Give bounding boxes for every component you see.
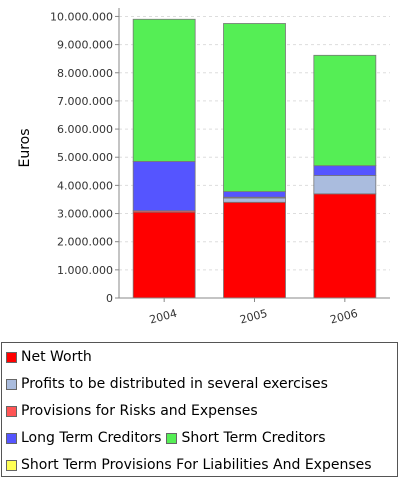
y-tick-label: 8.000.000 — [57, 67, 113, 80]
y-tick-label: 9.000.000 — [57, 39, 113, 52]
legend-label-short-term-provisions: Short Term Provisions For Liabilities An… — [21, 457, 372, 473]
legend-label-long-term-creditors: Long Term Creditors — [21, 430, 162, 446]
bar-stacks — [132, 18, 377, 299]
legend-label-net-worth: Net Worth — [21, 349, 92, 365]
y-tick-label: 7.000.000 — [57, 95, 113, 108]
y-tick-label: 5.000.000 — [57, 151, 113, 164]
legend-label-profits: Profits to be distributed in several exe… — [21, 376, 328, 392]
y-tick-label: 6.000.000 — [57, 123, 113, 136]
legend-swatch-short-term-creditors — [166, 432, 178, 444]
bar-segment — [223, 23, 286, 192]
legend-item-provisions-risks: Provisions for Risks and Expenses — [6, 403, 258, 419]
bar-segment — [313, 165, 377, 176]
legend-item-profits: Profits to be distributed in several exe… — [6, 376, 328, 392]
legend-item-long-term-creditors: Long Term Creditors — [6, 430, 161, 446]
bar-segment — [223, 201, 286, 299]
bar-segment — [132, 211, 196, 299]
legend-row-1: Net Worth — [6, 349, 92, 365]
stacked-bar-chart: 0 1.000.000 2.000.000 3.000.000 4.000.000 5.0… — [17, 8, 390, 327]
legend-swatch-short-term-provisions — [6, 459, 17, 471]
bar-segment — [313, 193, 377, 299]
bar-segment — [313, 54, 377, 167]
legend-swatch-profits — [6, 378, 17, 390]
legend-swatch-long-term-creditors — [6, 432, 17, 444]
legend-item-short-term-creditors: Short Term Creditors — [166, 430, 326, 446]
legend-swatch-provisions-risks — [6, 405, 17, 417]
bar-segment — [132, 18, 196, 162]
y-tick-label: 3.000.000 — [57, 208, 113, 221]
x-tick-label: 2006 — [329, 307, 359, 327]
legend-item-net-worth: Net Worth — [6, 349, 92, 365]
bar-segment — [223, 191, 286, 198]
legend-label-provisions-risks: Provisions for Risks and Expenses — [21, 403, 258, 419]
legend-swatch-net-worth — [6, 351, 17, 363]
legend-item-short-term-provisions: Short Term Provisions For Liabilities An… — [6, 457, 372, 473]
y-tick-label: 4.000.000 — [57, 179, 113, 192]
bar-segment — [313, 175, 377, 195]
axes — [115, 8, 390, 302]
chart-legend: Net Worth Profits to be distributed in s… — [1, 342, 398, 477]
legend-row-5: Short Term Provisions For Liabilities An… — [6, 457, 372, 473]
bar-segment — [223, 197, 286, 203]
y-tick-label: 0 — [106, 292, 113, 305]
legend-row-2: Profits to be distributed in several exe… — [6, 376, 328, 392]
y-tick-label: 2.000.000 — [57, 236, 113, 249]
legend-row-3: Provisions for Risks and Expenses — [6, 403, 258, 419]
x-tick-label: 2004 — [148, 307, 178, 327]
y-tick-label: 1.000.000 — [57, 264, 113, 277]
x-tick-label: 2005 — [238, 307, 268, 327]
y-tick-label: 10.000.000 — [50, 10, 113, 23]
legend-row-4: Long Term Creditors Short Term Creditors — [6, 430, 326, 446]
y-axis-title: Euros — [17, 128, 33, 167]
legend-label-short-term-creditors: Short Term Creditors — [181, 430, 326, 446]
bar-segment — [132, 161, 196, 212]
